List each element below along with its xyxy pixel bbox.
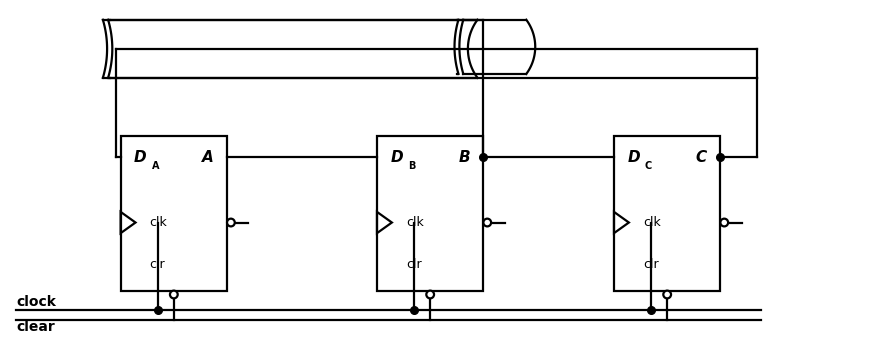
Text: B: B [458,150,469,165]
Text: A: A [152,161,159,171]
Circle shape [720,219,728,226]
Text: clk: clk [150,216,167,229]
Text: D: D [390,150,403,165]
Text: D: D [627,150,640,165]
Text: clr: clr [406,258,422,271]
Text: clear: clear [17,320,55,334]
Text: clock: clock [17,296,56,309]
Text: clk: clk [643,216,661,229]
Text: clr: clr [643,258,658,271]
Circle shape [664,290,671,298]
Bar [377,136,483,290]
Circle shape [426,290,434,298]
Bar [614,136,720,290]
Circle shape [483,219,491,226]
Text: B: B [408,161,415,171]
Text: C: C [696,150,707,165]
Text: clk: clk [406,216,424,229]
Text: C: C [645,161,652,171]
Text: clr: clr [150,258,165,271]
Bar [120,136,227,290]
Circle shape [170,290,178,298]
Text: D: D [134,150,147,165]
Text: A: A [202,150,213,165]
Circle shape [227,219,235,226]
